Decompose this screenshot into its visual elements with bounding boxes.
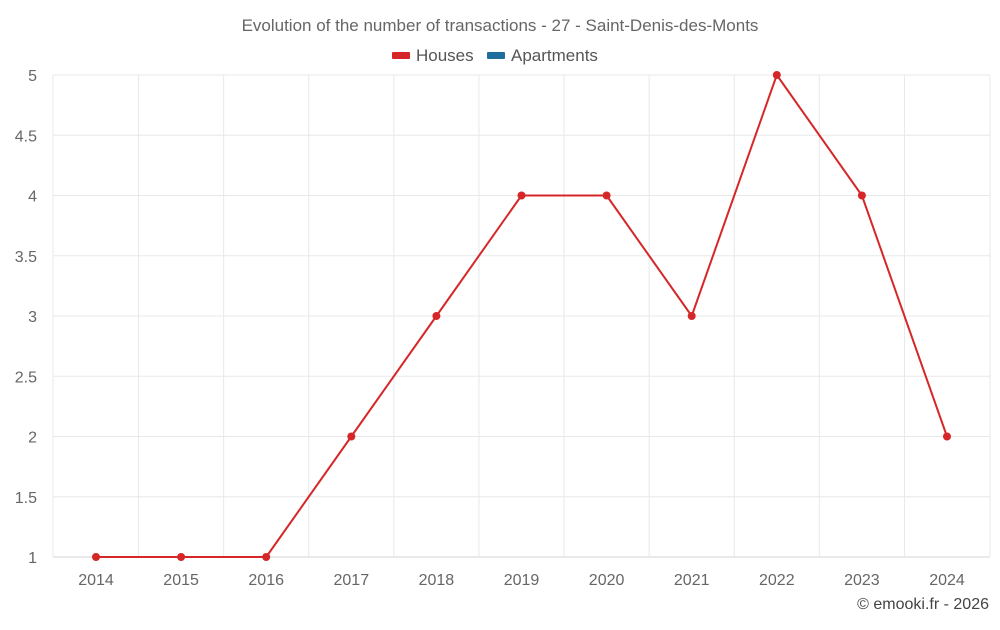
x-tick-label: 2014 bbox=[78, 572, 114, 589]
chart-title: Evolution of the number of transactions … bbox=[242, 16, 759, 35]
data-point-houses-2017[interactable] bbox=[347, 432, 356, 441]
data-point-houses-2015[interactable] bbox=[177, 553, 186, 561]
legend-label-houses[interactable]: Houses bbox=[416, 46, 474, 65]
x-tick-label: 2021 bbox=[674, 572, 710, 589]
y-tick-label: 5 bbox=[28, 68, 37, 85]
legend: Houses Apartments bbox=[392, 46, 598, 65]
x-tick-label: 2016 bbox=[248, 572, 284, 589]
x-tick-label: 2018 bbox=[419, 572, 455, 589]
y-tick-label: 4 bbox=[28, 189, 37, 206]
y-tick-label: 3 bbox=[28, 309, 37, 326]
data-point-houses-2021[interactable] bbox=[687, 312, 696, 320]
x-tick-label: 2023 bbox=[844, 572, 880, 589]
data-point-houses-2024[interactable] bbox=[943, 432, 951, 441]
data-point-houses-2020[interactable] bbox=[602, 191, 611, 200]
data-point-houses-2023[interactable] bbox=[857, 191, 866, 200]
y-tick-label: 2 bbox=[28, 430, 37, 447]
data-point-houses-2019[interactable] bbox=[517, 191, 526, 200]
y-tick-label: 2.5 bbox=[15, 369, 37, 386]
axes: 1 1.5 2 2.5 3 3.5 4 4.5 5 2014 2015 2016 2017 2018 201… bbox=[15, 68, 965, 589]
x-tick-label: 2019 bbox=[504, 572, 540, 589]
x-tick-label: 2017 bbox=[334, 572, 370, 589]
data-point-houses-2014[interactable] bbox=[92, 553, 100, 561]
series bbox=[92, 71, 951, 561]
data-point-houses-2016[interactable] bbox=[262, 553, 271, 561]
x-tick-label: 2015 bbox=[163, 572, 199, 589]
x-tick-label: 2020 bbox=[589, 572, 625, 589]
legend-swatch-houses[interactable] bbox=[392, 52, 410, 59]
y-tick-label: 3.5 bbox=[15, 249, 37, 266]
data-point-houses-2018[interactable] bbox=[432, 312, 441, 320]
legend-swatch-apartments[interactable] bbox=[487, 52, 505, 59]
y-tick-label: 1 bbox=[28, 550, 37, 567]
grid bbox=[52, 74, 991, 558]
legend-label-apartments[interactable]: Apartments bbox=[511, 46, 598, 65]
x-tick-label: 2022 bbox=[759, 572, 795, 589]
data-point-houses-2022[interactable] bbox=[772, 71, 781, 79]
y-tick-label: 4.5 bbox=[15, 128, 37, 145]
y-tick-label: 1.5 bbox=[15, 490, 37, 507]
x-tick-label: 2024 bbox=[929, 572, 965, 589]
footer-credit: © emooki.fr - 2026 bbox=[857, 596, 989, 613]
